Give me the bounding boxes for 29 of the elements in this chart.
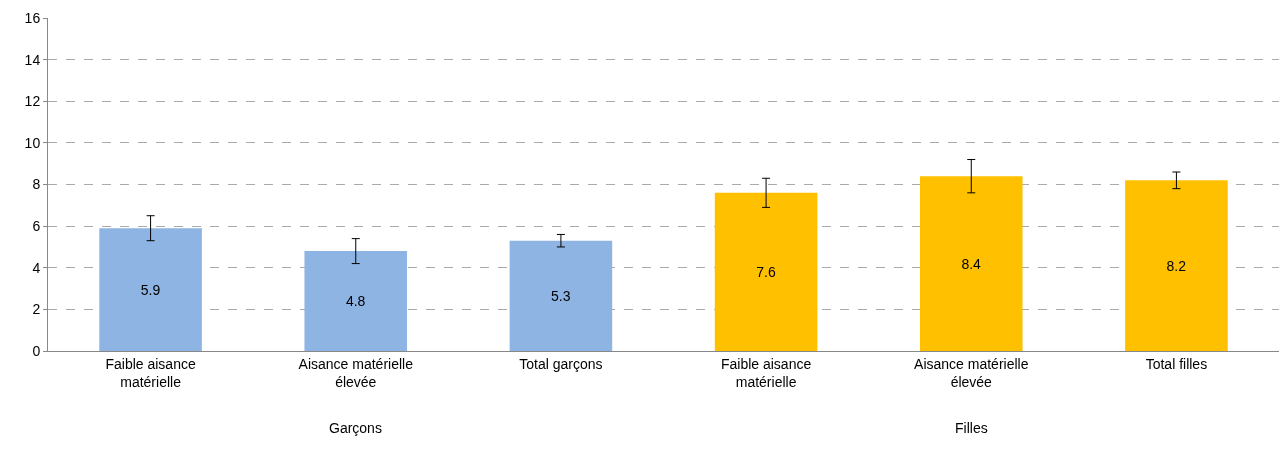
- data-label: 8.4: [961, 255, 982, 272]
- x-tick-label: Faible aisance matérielle: [720, 355, 812, 390]
- data-label: 5.9: [140, 281, 161, 298]
- x-tick-label: Total garçons: [519, 355, 603, 372]
- y-tick-label: 6: [32, 218, 41, 235]
- bar: [99, 228, 202, 351]
- x-tick-label: Total filles: [1145, 355, 1208, 372]
- bar: [919, 176, 1023, 351]
- bar: [1125, 180, 1228, 351]
- y-tick-label: 4: [32, 259, 41, 276]
- y-tick-label: 8: [32, 176, 41, 193]
- y-tick-label: 12: [24, 93, 41, 110]
- x-tick-label: Aisance matérielle élevée: [298, 355, 414, 390]
- data-label: 4.8: [345, 293, 366, 310]
- x-tick-label: Aisance matérielle élevée: [914, 355, 1029, 390]
- data-label: 8.2: [1166, 257, 1187, 274]
- y-tick-label: 16: [24, 9, 41, 26]
- text: Garçons: [329, 420, 382, 436]
- bar: [714, 192, 818, 351]
- y-tick-label: 10: [24, 134, 41, 151]
- y-tick-label: 0: [32, 342, 41, 359]
- x-tick-label: Faible aisance matérielle: [105, 355, 196, 390]
- data-label: 7.6: [756, 263, 776, 280]
- y-tick-label: 2: [32, 301, 41, 318]
- data-label: 5.3: [551, 287, 571, 304]
- bar: [304, 251, 408, 351]
- bar: [509, 240, 613, 351]
- y-tick-label: 14: [24, 51, 41, 68]
- text: Filles: [955, 420, 988, 436]
